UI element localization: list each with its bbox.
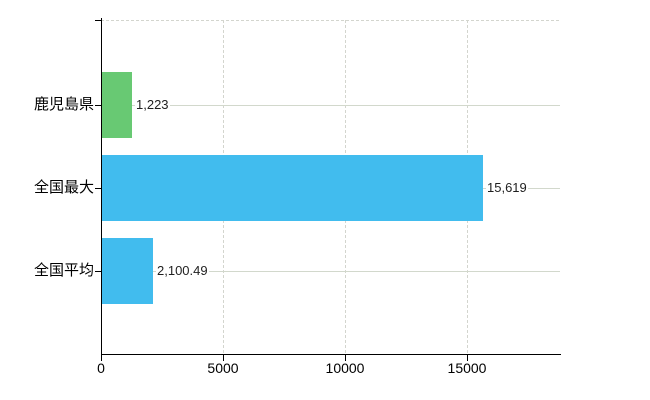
bar: [102, 72, 132, 138]
bar-value-label: 2,100.49: [156, 263, 209, 278]
horizontal-gridline: [101, 271, 560, 272]
x-axis-line: [101, 354, 561, 355]
y-axis-tick: [95, 188, 101, 189]
x-tick-label: 5000: [207, 360, 239, 376]
bar-value-label: 15,619: [486, 180, 528, 195]
x-axis-tick: [101, 354, 102, 361]
y-axis-line: [101, 18, 102, 354]
category-label: 全国平均: [33, 262, 94, 279]
category-label: 鹿児島県: [33, 96, 94, 113]
bar: [102, 238, 153, 304]
y-axis-tick: [95, 20, 101, 21]
x-axis-tick: [345, 354, 346, 361]
y-axis-tick: [95, 271, 101, 272]
x-axis-tick: [467, 354, 468, 361]
top-gridline: [101, 20, 560, 21]
bar-value-label: 1,223: [135, 97, 170, 112]
category-label: 全国最大: [33, 179, 94, 196]
bar: [102, 155, 483, 221]
horizontal-gridline: [101, 105, 560, 106]
x-tick-label: 10000: [325, 360, 365, 376]
x-tick-label: 0: [97, 360, 105, 376]
x-axis-tick: [223, 354, 224, 361]
y-axis-tick: [95, 105, 101, 106]
x-tick-label: 15000: [447, 360, 487, 376]
